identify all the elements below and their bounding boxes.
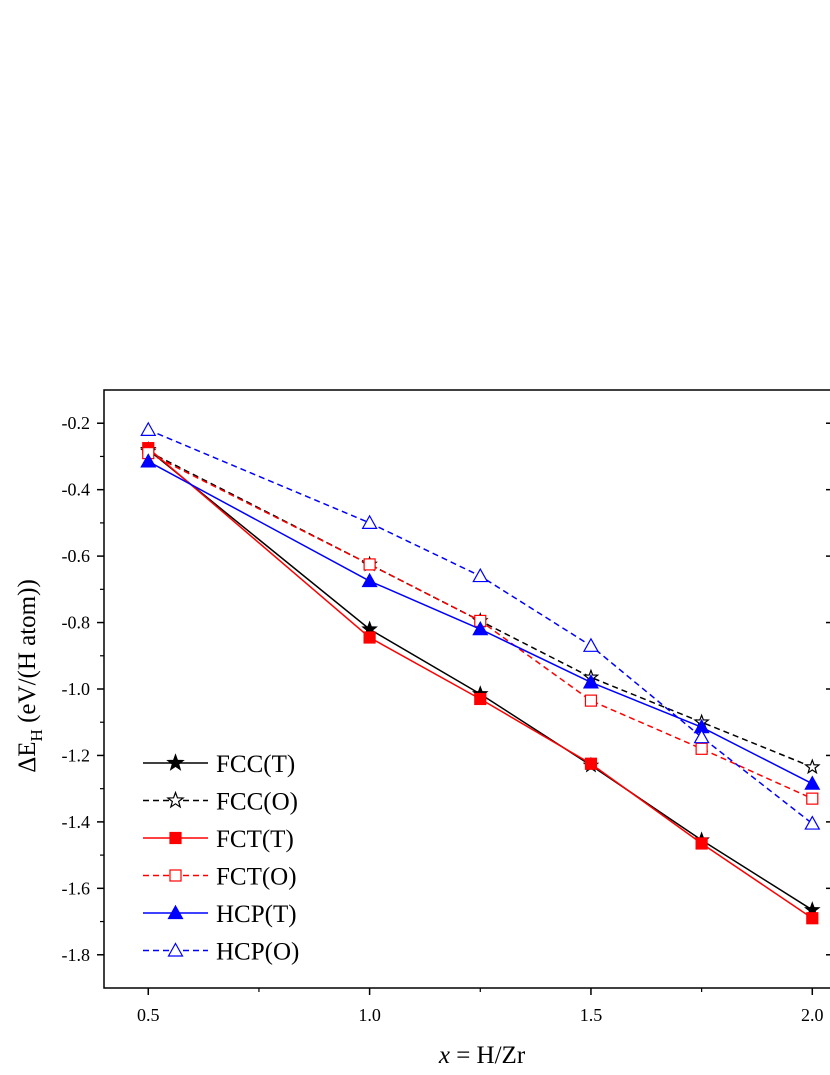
plot-area-border xyxy=(103,389,830,989)
series-layer xyxy=(139,421,821,925)
legend-item: FCC(O) xyxy=(143,789,298,816)
plot-frame xyxy=(103,389,830,989)
series-line xyxy=(147,449,813,911)
x-tick-label: 1.0 xyxy=(358,1005,381,1025)
legend-label: HCP(T) xyxy=(216,901,297,928)
data-point-marker xyxy=(806,912,819,925)
data-point-marker xyxy=(693,728,710,744)
series-hcpo xyxy=(140,421,821,830)
data-point-marker xyxy=(584,757,598,770)
legend-label: FCT(O) xyxy=(216,864,297,891)
series-line xyxy=(147,450,813,768)
data-point-marker xyxy=(140,421,157,436)
legend: FCC(T) FCC(O) FCT(T) FCT(O) HCP(T) HCP(O) xyxy=(143,751,299,966)
x-tick-label: 1.5 xyxy=(580,1005,603,1025)
x-tick-label: 2.0 xyxy=(801,1005,824,1025)
legend-item: HCP(O) xyxy=(143,939,299,966)
data-point-marker xyxy=(584,694,598,707)
data-point-marker xyxy=(804,775,821,790)
series-fcco xyxy=(139,442,821,775)
y-tick-label: -0.6 xyxy=(62,546,91,566)
legend-item: FCT(T) xyxy=(143,826,294,853)
data-point-marker xyxy=(582,637,599,652)
data-point-marker xyxy=(804,815,821,830)
series-hcpt xyxy=(140,453,821,790)
legend-marker xyxy=(166,790,185,809)
series-line xyxy=(147,460,813,785)
legend-item: HCP(T) xyxy=(143,901,297,928)
legend-label: FCT(T) xyxy=(216,826,294,853)
data-point-marker xyxy=(472,567,489,583)
data-point-marker xyxy=(363,558,376,571)
series-line xyxy=(147,429,813,825)
legend-marker xyxy=(167,904,184,920)
x-axis-label: x = H/Zr xyxy=(438,1042,526,1069)
data-point-marker xyxy=(363,631,376,644)
axis-ticks: 0.5 1.0 1.5 2.0 -0.2 -0.4 -0.6 -0.8 -1.0 -1.2 -1.4… xyxy=(62,413,830,1025)
legend-label: FCC(T) xyxy=(216,751,295,778)
legend-marker xyxy=(169,869,182,882)
y-tick-label: -1.4 xyxy=(62,812,91,832)
y-tick-label: -1.8 xyxy=(62,945,91,965)
data-point-marker xyxy=(695,742,708,755)
data-point-marker xyxy=(474,692,487,706)
y-tick-label: -0.4 xyxy=(62,480,91,500)
legend-label: HCP(O) xyxy=(216,939,299,966)
legend-marker xyxy=(166,753,185,771)
y-tick-label: -1.2 xyxy=(62,745,91,765)
x-tick-label: 0.5 xyxy=(137,1005,160,1025)
data-point-marker xyxy=(361,514,378,529)
y-tick-label: -0.2 xyxy=(62,413,91,433)
data-point-marker xyxy=(806,792,819,805)
y-tick-label: -1.6 xyxy=(62,878,91,898)
series-line xyxy=(147,447,813,919)
legend-item: FCT(O) xyxy=(143,864,297,891)
series-line xyxy=(147,452,813,800)
legend-marker xyxy=(169,831,182,845)
y-axis-label: ΔEH (eV/(H atom)) xyxy=(14,579,46,773)
y-tick-label: -1.0 xyxy=(62,679,91,699)
data-point-marker xyxy=(803,758,821,775)
data-point-marker xyxy=(472,620,489,636)
legend-item: FCC(T) xyxy=(143,751,295,778)
data-point-marker xyxy=(695,837,708,850)
y-tick-label: -0.8 xyxy=(62,613,91,633)
legend-label: FCC(O) xyxy=(216,789,298,816)
data-point-marker xyxy=(140,453,157,468)
series-fcto xyxy=(142,447,819,805)
legend-marker xyxy=(167,942,184,957)
data-point-marker xyxy=(582,674,599,689)
data-point-marker xyxy=(361,572,378,588)
